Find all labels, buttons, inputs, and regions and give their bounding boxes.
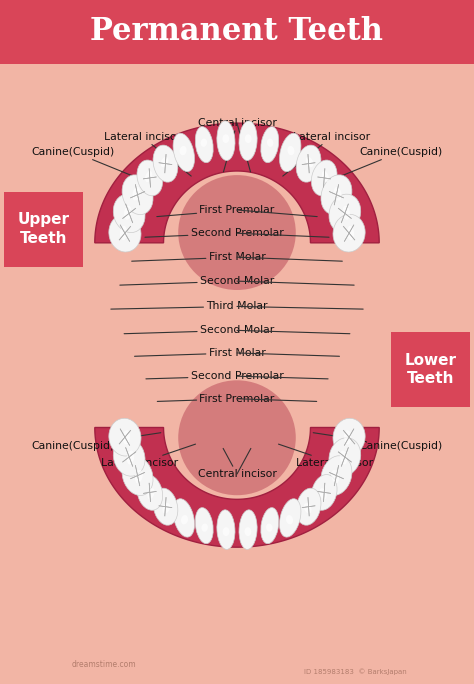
Ellipse shape (127, 451, 134, 464)
Text: Canine(Cuspid): Canine(Cuspid) (32, 433, 161, 451)
Ellipse shape (147, 488, 155, 499)
Ellipse shape (266, 523, 273, 531)
Ellipse shape (173, 499, 194, 537)
Ellipse shape (261, 508, 279, 544)
Text: Lateral incisor: Lateral incisor (101, 444, 195, 468)
Ellipse shape (120, 226, 127, 240)
Ellipse shape (113, 194, 145, 233)
Ellipse shape (306, 157, 313, 168)
Ellipse shape (153, 488, 178, 525)
Text: First Molar: First Molar (135, 348, 265, 358)
Text: Second Premolar: Second Premolar (146, 371, 283, 381)
Ellipse shape (321, 175, 352, 215)
Ellipse shape (223, 527, 229, 536)
Ellipse shape (217, 121, 235, 161)
Ellipse shape (201, 523, 208, 531)
Ellipse shape (329, 438, 361, 476)
Ellipse shape (181, 515, 188, 525)
Ellipse shape (245, 134, 252, 143)
Text: Canine(Cuspid): Canine(Cuspid) (32, 147, 160, 187)
Ellipse shape (319, 488, 327, 499)
Text: Second Molar: Second Molar (124, 326, 274, 335)
Ellipse shape (145, 171, 152, 182)
Ellipse shape (329, 194, 361, 233)
Ellipse shape (280, 499, 301, 537)
Text: Permanent Teeth: Permanent Teeth (91, 16, 383, 47)
Ellipse shape (322, 171, 329, 182)
Ellipse shape (334, 187, 342, 200)
FancyBboxPatch shape (0, 0, 474, 64)
Text: Upper
Teeth: Upper Teeth (18, 212, 70, 246)
Text: Central incisor: Central incisor (198, 449, 276, 479)
Ellipse shape (109, 419, 141, 456)
Ellipse shape (124, 206, 131, 220)
Text: First Premolar: First Premolar (157, 205, 274, 217)
Ellipse shape (267, 139, 273, 147)
Ellipse shape (195, 508, 213, 544)
Polygon shape (95, 123, 379, 243)
Ellipse shape (331, 470, 339, 484)
Text: dreamstime.com: dreamstime.com (72, 660, 137, 670)
Ellipse shape (122, 456, 153, 495)
Polygon shape (95, 428, 379, 547)
Text: Second Premolar: Second Premolar (145, 228, 283, 238)
Ellipse shape (123, 430, 130, 445)
Ellipse shape (296, 488, 321, 525)
Ellipse shape (311, 475, 337, 510)
Ellipse shape (239, 121, 257, 161)
Text: ID 185983183  © BarksJapan: ID 185983183 © BarksJapan (304, 668, 407, 675)
Ellipse shape (137, 160, 163, 196)
Ellipse shape (222, 134, 229, 143)
Ellipse shape (344, 430, 351, 445)
Ellipse shape (321, 456, 352, 495)
Ellipse shape (245, 527, 251, 536)
Ellipse shape (163, 503, 170, 514)
Ellipse shape (296, 145, 321, 182)
Ellipse shape (304, 503, 311, 514)
Ellipse shape (347, 226, 354, 240)
Ellipse shape (161, 157, 168, 168)
Ellipse shape (239, 510, 257, 549)
Ellipse shape (195, 127, 213, 163)
FancyBboxPatch shape (4, 192, 83, 267)
Text: Third Molar: Third Molar (111, 302, 268, 311)
Ellipse shape (217, 510, 235, 549)
Ellipse shape (135, 470, 143, 484)
Text: Lateral incisor: Lateral incisor (283, 132, 370, 176)
Ellipse shape (137, 475, 163, 510)
Ellipse shape (180, 146, 187, 155)
Ellipse shape (178, 380, 296, 495)
Ellipse shape (287, 146, 294, 155)
Ellipse shape (333, 419, 365, 456)
Text: Lateral incisor: Lateral incisor (279, 444, 373, 468)
Ellipse shape (280, 133, 301, 172)
Text: Canine(Cuspid): Canine(Cuspid) (314, 147, 442, 187)
Ellipse shape (343, 206, 350, 220)
Ellipse shape (173, 133, 194, 172)
Text: First Premolar: First Premolar (157, 394, 274, 404)
Ellipse shape (113, 438, 145, 476)
Ellipse shape (261, 127, 279, 163)
Ellipse shape (333, 214, 365, 252)
Text: Canine(Cuspid): Canine(Cuspid) (313, 433, 442, 451)
Ellipse shape (122, 175, 153, 215)
Ellipse shape (311, 160, 337, 196)
Ellipse shape (132, 187, 140, 200)
Text: First Molar: First Molar (132, 252, 265, 262)
Ellipse shape (286, 515, 293, 525)
Text: Lower
Teeth: Lower Teeth (404, 352, 456, 386)
Ellipse shape (109, 214, 141, 252)
Text: Second Molar: Second Molar (120, 276, 274, 286)
Text: Lateral incisor: Lateral incisor (104, 132, 191, 176)
Ellipse shape (201, 139, 207, 147)
FancyBboxPatch shape (391, 332, 470, 407)
Text: Central incisor: Central incisor (198, 118, 276, 172)
Ellipse shape (178, 175, 296, 290)
Ellipse shape (340, 451, 347, 464)
Ellipse shape (153, 145, 178, 182)
